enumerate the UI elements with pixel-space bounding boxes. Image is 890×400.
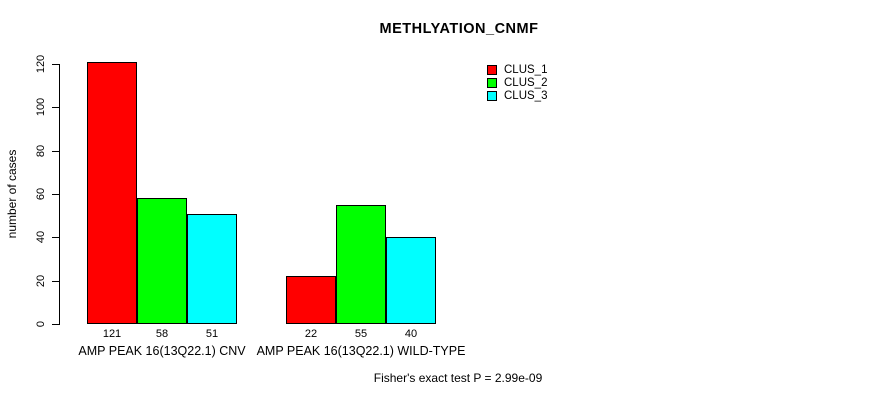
y-tick-mark (52, 237, 59, 239)
y-axis-label: number of cases (5, 149, 19, 239)
legend-entry-clus_2: CLUS_2 (487, 76, 547, 89)
y-tick-mark (52, 194, 59, 195)
y-axis-line (59, 64, 60, 325)
y-tick-label: 40 (35, 231, 47, 244)
y-tick-label: 80 (35, 144, 47, 157)
y-tick-mark (52, 150, 59, 152)
bar-clus_1-group1 (87, 61, 137, 324)
group-label: AMP PEAK 16(13Q22.1) WILD-TYPE (256, 344, 466, 358)
legend-swatch-icon (487, 64, 497, 75)
bar-value-label: 121 (102, 328, 122, 340)
y-tick-label: 100 (35, 98, 47, 117)
bar-clus_2-group2 (336, 204, 386, 324)
legend-swatch-icon (487, 90, 497, 101)
y-tick-label: 20 (35, 274, 47, 287)
bar-value-label: 40 (404, 328, 418, 340)
y-tick-label: 120 (35, 54, 47, 74)
y-tick-mark (52, 280, 59, 282)
fisher-test-annotation: Fisher's exact test P = 2.99e-09 (373, 371, 543, 385)
y-tick-mark (52, 64, 59, 65)
bar-value-label: 55 (354, 328, 368, 340)
bar-clus_1-group2 (286, 276, 336, 324)
bar-clus_3-group1 (187, 213, 237, 324)
group-label: AMP PEAK 16(13Q22.1) CNV (78, 344, 246, 358)
y-tick-mark (52, 324, 59, 325)
bar-clus_2-group1 (137, 198, 187, 324)
y-tick-label: 0 (35, 320, 47, 328)
legend-swatch-icon (487, 77, 497, 88)
y-tick-mark (52, 107, 59, 109)
bar-clus_3-group2 (386, 237, 436, 324)
bar-value-label: 58 (155, 328, 169, 340)
legend-entry-clus_3: CLUS_3 (487, 89, 547, 102)
legend-label: CLUS_2 (504, 76, 548, 89)
legend-entry-clus_1: CLUS_1 (487, 63, 547, 76)
legend-label: CLUS_3 (504, 89, 548, 102)
y-tick-label: 60 (35, 187, 47, 201)
bar-value-label: 22 (304, 328, 318, 340)
legend-label: CLUS_1 (504, 63, 548, 76)
legend: CLUS_1 CLUS_2 CLUS_3 (487, 63, 547, 102)
bar-value-label: 51 (205, 328, 219, 340)
chart-title: METHLYATION_CNMF (379, 21, 539, 37)
